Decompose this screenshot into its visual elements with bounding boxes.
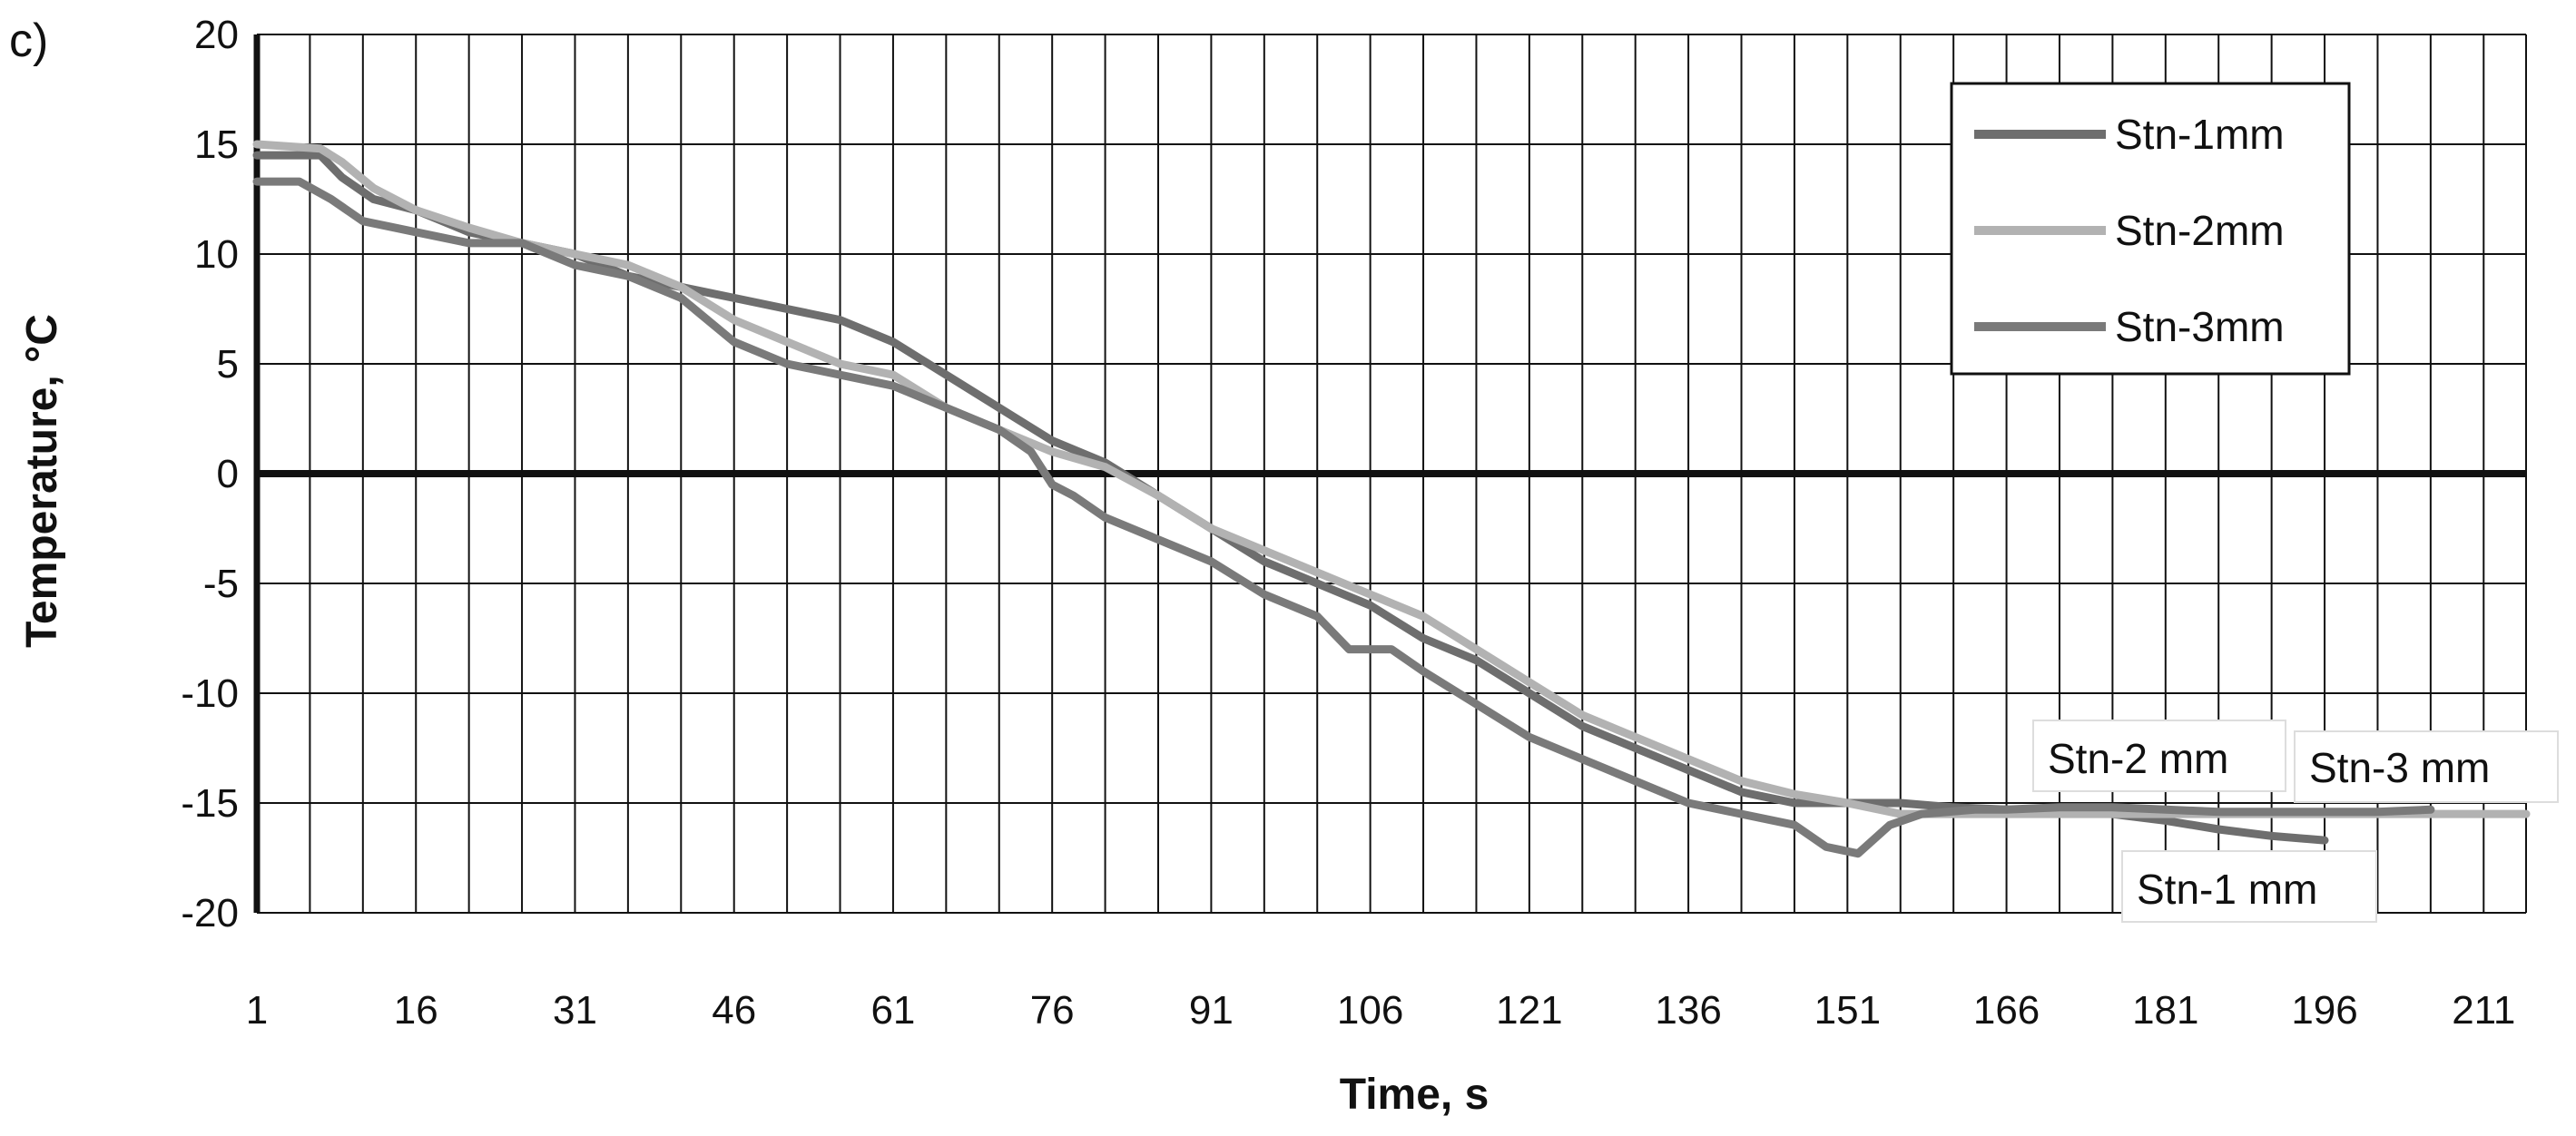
y-axis-title: Temperature, °C <box>18 314 66 648</box>
y-tick-label: 20 <box>194 13 239 57</box>
y-tick-label: -10 <box>181 671 239 716</box>
x-tick-label: 76 <box>1030 988 1075 1033</box>
legend-label-stn-2mm: Stn-2mm <box>2115 207 2285 254</box>
series-line-stn-2mm <box>252 140 2531 818</box>
legend-label-stn-3mm: Stn-3mm <box>2115 303 2285 350</box>
annotation-box <box>2032 720 2286 792</box>
x-axis-title: Time, s <box>1340 1071 1490 1119</box>
x-tick-label: 31 <box>553 988 597 1033</box>
series-lines <box>252 140 2531 858</box>
x-tick-label: 211 <box>2452 988 2515 1033</box>
series-line-stn-3mm <box>252 177 2435 858</box>
x-tick-label: 91 <box>1189 988 1234 1033</box>
x-tick-label: 196 <box>2291 988 2357 1033</box>
y-tick-label: -5 <box>203 562 239 606</box>
y-tick-label: -20 <box>181 891 239 935</box>
x-tick-label: 181 <box>2132 988 2198 1033</box>
legend-label-stn-1mm: Stn-1mm <box>2115 111 2285 158</box>
y-tick-labels: 20 15 10 5 0 -5 -10 -15 -20 <box>181 13 239 935</box>
legend: Stn-1mm Stn-2mm Stn-3mm <box>1950 82 2351 376</box>
annotation-label: Stn-2 mm <box>2048 735 2228 782</box>
annotation-label: Stn-1 mm <box>2137 866 2317 913</box>
panel-label: c) <box>9 15 48 67</box>
y-tick-label: 0 <box>217 452 239 496</box>
annotation-label: Stn-3 mm <box>2309 744 2490 791</box>
y-tick-label: -15 <box>181 781 239 826</box>
annotation-box <box>2294 730 2559 803</box>
x-tick-label: 16 <box>394 988 438 1033</box>
x-tick-label: 46 <box>712 988 756 1033</box>
x-tick-label: 151 <box>1814 988 1881 1033</box>
annotation-stn-1: Stn-1 mm <box>2121 850 2377 923</box>
x-tick-label: 121 <box>1496 988 1562 1033</box>
y-tick-label: 5 <box>217 342 239 387</box>
x-tick-label: 61 <box>870 988 915 1033</box>
annotation-stn-3: Stn-3 mm <box>2294 730 2559 803</box>
x-tick-label: 1 <box>246 988 268 1033</box>
x-tick-labels: 1 16 31 46 61 76 91 106 121 136 151 166 181 196 211 <box>246 988 2516 1033</box>
annotation-stn-2: Stn-2 mm <box>2032 720 2286 792</box>
x-tick-label: 136 <box>1655 988 1721 1033</box>
annotation-box <box>2121 850 2377 923</box>
y-tick-label: 15 <box>194 122 239 167</box>
x-tick-label: 166 <box>1973 988 2040 1033</box>
y-tick-label: 10 <box>194 232 239 277</box>
x-tick-label: 106 <box>1337 988 1403 1033</box>
